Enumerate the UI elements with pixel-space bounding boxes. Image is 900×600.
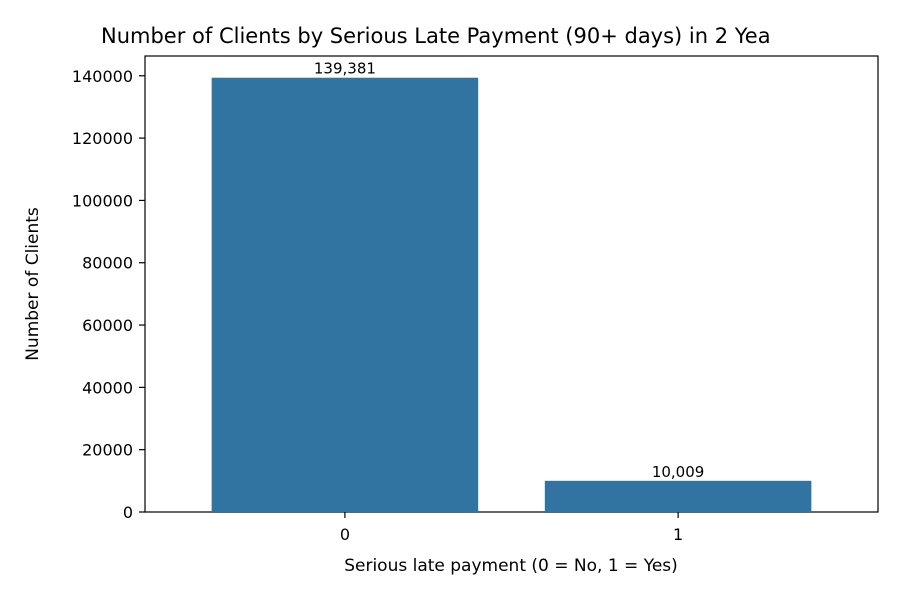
y-tick-label: 40000 [82, 378, 133, 397]
bar-0 [211, 77, 479, 512]
y-tick-label: 100000 [72, 191, 133, 210]
y-tick-label: 60000 [82, 316, 133, 335]
x-tick-label: 0 [340, 525, 350, 544]
bars: 139,381 10,009 [211, 60, 812, 512]
y-tick-label: 120000 [72, 129, 133, 148]
bar-1 [544, 480, 812, 512]
y-tick-label: 140000 [72, 67, 133, 86]
y-axis: 0 20000 40000 60000 80000 100000 120000 140000 [72, 67, 145, 522]
y-axis-label: Number of Clients [23, 207, 43, 361]
bar-value-label: 139,381 [314, 60, 376, 78]
bar-value-label: 10,009 [652, 463, 705, 481]
y-tick-label: 0 [123, 503, 133, 522]
chart-title: Number of Clients by Serious Late Paymen… [101, 24, 771, 48]
y-tick-label: 20000 [82, 441, 133, 460]
y-tick-label: 80000 [82, 254, 133, 273]
x-axis-label: Serious late payment (0 = No, 1 = Yes) [344, 556, 678, 576]
x-tick-label: 1 [673, 525, 683, 544]
